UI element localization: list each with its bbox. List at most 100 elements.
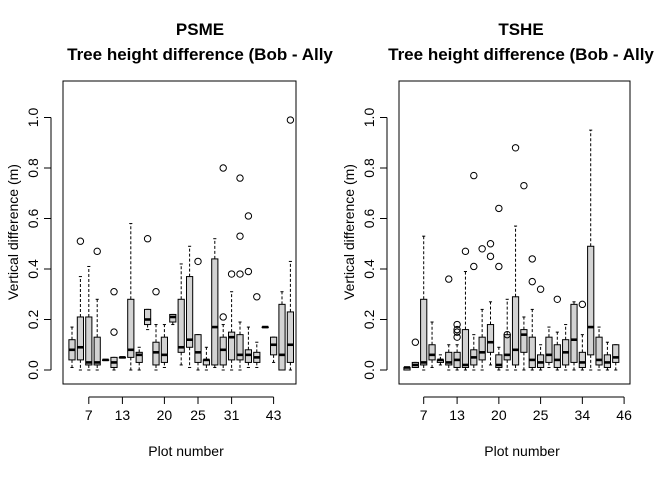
box-group xyxy=(102,358,110,362)
box-iqr xyxy=(461,329,470,368)
outlier-point xyxy=(219,164,227,172)
box-group xyxy=(528,255,536,371)
outlier-point xyxy=(93,247,101,256)
box-group xyxy=(261,325,269,329)
x-tick-label: 20 xyxy=(491,407,507,423)
outlier-point xyxy=(453,320,461,329)
box-iqr xyxy=(495,354,503,368)
box-group xyxy=(470,171,478,371)
box-group xyxy=(578,300,587,371)
box-group xyxy=(503,298,511,371)
box-iqr xyxy=(211,258,219,366)
y-axis: 0.0 0.2 0.4 0.6 0.8 1.0 xyxy=(25,108,52,380)
y-tick-label: 0.0 xyxy=(361,360,377,380)
box-group xyxy=(595,326,603,371)
outlier-point xyxy=(236,232,244,240)
box-iqr xyxy=(528,336,536,368)
outlier-point xyxy=(470,262,478,271)
outlier-point xyxy=(152,288,160,296)
box-iqr xyxy=(76,316,85,361)
box-group xyxy=(545,326,553,368)
box-iqr xyxy=(503,334,511,361)
x-axis: 7 13 20 25 34 46 xyxy=(420,396,632,423)
outlier-point xyxy=(495,204,503,213)
box-group xyxy=(603,341,611,371)
outlier-point xyxy=(286,116,295,124)
box-iqr xyxy=(570,303,578,363)
box-group xyxy=(536,285,545,371)
box-iqr xyxy=(553,344,561,368)
box-group xyxy=(76,237,85,371)
outlier-point xyxy=(495,262,503,271)
box-iqr xyxy=(236,334,244,361)
box-group xyxy=(127,223,135,371)
box-iqr xyxy=(545,336,553,363)
box-iqr xyxy=(228,331,236,361)
box-iqr xyxy=(587,245,595,356)
box-group xyxy=(445,275,453,371)
box-iqr xyxy=(127,298,135,358)
y-axis: 0.0 0.2 0.4 0.6 0.8 1.0 xyxy=(361,108,388,380)
outlier-point xyxy=(453,325,461,334)
outlier-point xyxy=(253,293,261,301)
box-group xyxy=(219,164,227,371)
outlier-point xyxy=(236,174,244,182)
box-group xyxy=(612,344,620,371)
box-group xyxy=(135,346,143,371)
box-iqr xyxy=(144,308,152,326)
box-iqr xyxy=(612,344,620,363)
box-group xyxy=(270,336,278,363)
outlier-point xyxy=(411,338,420,346)
box-iqr xyxy=(177,298,185,353)
box-group xyxy=(553,295,561,371)
tshe-boxplot-panel: TSHE Tree height difference (Bob - Ally … xyxy=(341,20,654,459)
outlier-point xyxy=(478,245,486,253)
box-group xyxy=(68,326,76,368)
y-tick-label: 0.8 xyxy=(361,158,377,178)
x-tick-label: 25 xyxy=(533,407,549,423)
y-tick-label: 0.4 xyxy=(25,259,41,279)
box-group xyxy=(152,288,160,371)
box-iqr xyxy=(486,324,495,353)
box-group xyxy=(253,293,261,368)
box-group xyxy=(428,321,436,368)
y-tick-label: 0.8 xyxy=(25,158,41,178)
outlier-point xyxy=(470,171,478,180)
y-tick-label: 0.2 xyxy=(25,310,41,330)
box-iqr xyxy=(186,276,194,348)
outlier-point xyxy=(536,285,545,293)
outlier-point xyxy=(528,255,536,263)
x-tick-label: 7 xyxy=(85,407,93,423)
outlier-point xyxy=(143,235,152,243)
outlier-point xyxy=(76,237,85,245)
outlier-point xyxy=(503,330,511,339)
box-group xyxy=(420,235,428,371)
box-iqr xyxy=(160,336,169,363)
outlier-point xyxy=(511,144,520,152)
box-iqr xyxy=(511,296,520,366)
box-group xyxy=(511,144,520,371)
box-group xyxy=(411,338,420,368)
box-group xyxy=(211,238,219,368)
outlier-point xyxy=(578,300,587,309)
x-tick-label: 13 xyxy=(449,407,465,423)
box-marks xyxy=(68,116,295,371)
y-tick-label: 0.6 xyxy=(361,209,377,229)
outlier-point xyxy=(486,252,495,261)
box-group xyxy=(520,181,528,371)
box-group xyxy=(570,301,578,371)
box-iqr xyxy=(428,344,436,361)
outlier-point xyxy=(194,257,202,266)
outlier-point xyxy=(244,267,253,276)
box-group xyxy=(278,291,286,371)
panel-subtitle: Tree height difference (Bob - Ally xyxy=(67,45,333,64)
outlier-point xyxy=(453,328,461,336)
box-group xyxy=(236,174,244,371)
outlier-point xyxy=(219,313,227,321)
box-iqr xyxy=(278,303,286,371)
y-tick-label: 1.0 xyxy=(25,108,41,128)
box-group xyxy=(587,129,595,371)
x-tick-label: 7 xyxy=(420,407,428,423)
box-group xyxy=(186,245,194,368)
box-group xyxy=(169,313,177,326)
